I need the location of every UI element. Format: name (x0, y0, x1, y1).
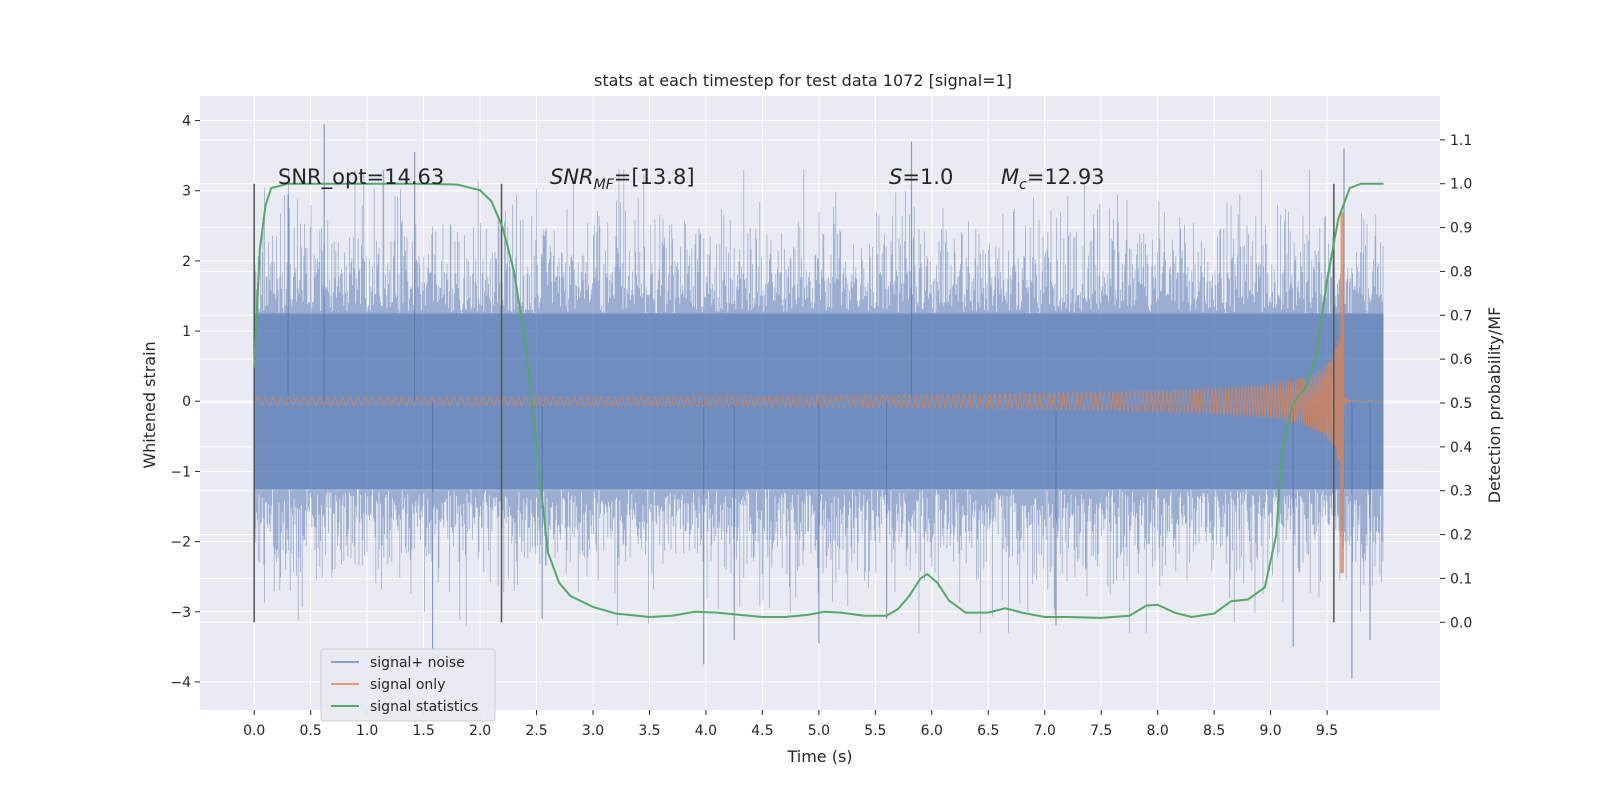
signal-waveform (253, 211, 1384, 574)
annotations: SNR_opt=14.63 SNRMF=[13.8] S=1.0 Mc=12.9… (278, 165, 1105, 193)
x-tick-label: 5.0 (808, 723, 830, 739)
annotation-s-value: =1.0 (902, 165, 953, 189)
y2-tick-label: 1.0 (1450, 177, 1472, 193)
legend-item-signal-statistics: signal statistics (331, 699, 478, 715)
x-tick-label: 7.0 (1034, 723, 1056, 739)
y2-axis-label: Detection probability/MF (1485, 307, 1504, 504)
annotation-s-symbol: S (889, 165, 902, 189)
y2-tick-label: 1.1 (1450, 133, 1472, 149)
y-tick-label: 2 (182, 254, 191, 270)
annotation-mc-value: =12.93 (1027, 165, 1105, 189)
annotation-snr-mf: SNRMF=[13.8] (550, 165, 695, 193)
y2-tick-label: 0.1 (1450, 571, 1472, 587)
noise-peaks (287, 124, 1371, 679)
legend-label-signal-noise: signal+ noise (370, 655, 465, 671)
y2-tick-label: 0.8 (1450, 264, 1472, 280)
x-tick-label: 9.0 (1259, 723, 1281, 739)
annotation-snr-opt: SNR_opt=14.63 (278, 165, 444, 190)
x-tick-label: 3.0 (582, 723, 604, 739)
y2-axis-ticks: 1.1 1.0 0.9 0.8 0.7 0.6 0.5 0.4 0.3 0.2 0.1 0.0 (1440, 133, 1472, 631)
y-axis-ticks: 4 3 2 1 0 −1 −2 −3 −4 (170, 114, 200, 691)
x-tick-label: 4.5 (751, 723, 773, 739)
y2-tick-label: 0.3 (1450, 484, 1472, 500)
y-tick-label: −4 (170, 675, 191, 691)
legend-label-signal-statistics: signal statistics (370, 699, 478, 715)
y-tick-label: 0 (182, 394, 191, 410)
x-tick-label: 4.0 (695, 723, 717, 739)
annotation-mc: Mc=12.93 (1001, 165, 1105, 193)
x-tick-label: 6.0 (921, 723, 943, 739)
y-tick-label: 4 (182, 114, 191, 130)
y2-tick-label: 0.2 (1450, 528, 1472, 544)
x-tick-label: 8.5 (1203, 723, 1225, 739)
annotation-mc-symbol: M (1001, 165, 1019, 189)
series-signal-statistics (253, 182, 1384, 619)
y2-tick-label: 0.9 (1450, 221, 1472, 237)
legend-item-signal-noise: signal+ noise (331, 655, 465, 671)
y-tick-label: −2 (170, 535, 191, 551)
y2-tick-label: 0.0 (1450, 615, 1472, 631)
series-signal-only (253, 211, 1384, 574)
y-tick-label: −1 (170, 464, 191, 480)
x-tick-label: 0.5 (300, 723, 322, 739)
series-signal-noise (253, 124, 1384, 679)
y2-tick-label: 0.4 (1450, 440, 1472, 456)
x-tick-label: 2.0 (469, 723, 491, 739)
x-tick-label: 7.5 (1090, 723, 1112, 739)
y2-tick-label: 0.6 (1450, 352, 1472, 368)
annotation-s: S=1.0 (889, 165, 953, 189)
x-tick-label: 9.5 (1316, 723, 1338, 739)
vertical-markers (253, 183, 1335, 623)
y2-tick-label: 0.7 (1450, 308, 1472, 324)
x-tick-label: 5.5 (864, 723, 886, 739)
y-tick-label: −3 (170, 605, 191, 621)
annotation-snr-mf-symbol: SNR (550, 165, 594, 189)
annotation-snr-mf-subscript: MF (594, 177, 615, 193)
x-tick-label: 2.5 (525, 723, 547, 739)
x-tick-label: 6.5 (977, 723, 999, 739)
legend: signal+ noise signal only signal statist… (320, 648, 496, 722)
annotation-mc-subscript: c (1019, 177, 1027, 193)
annotation-snr-mf-value: =[13.8] (614, 165, 695, 189)
x-tick-label: 1.0 (356, 723, 378, 739)
x-tick-label: 3.5 (638, 723, 660, 739)
y-axis-label: Whitened strain (140, 341, 159, 468)
x-tick-label: 1.5 (412, 723, 434, 739)
legend-item-signal-only: signal only (331, 677, 445, 693)
chart-title: stats at each timestep for test data 107… (594, 71, 1012, 90)
x-tick-label: 8.0 (1147, 723, 1169, 739)
y-tick-label: 1 (182, 324, 191, 340)
legend-label-signal-only: signal only (370, 677, 445, 693)
x-axis-ticks: 0.0 0.5 1.0 1.5 2.0 2.5 3.0 3.5 4.0 4.5 5.0 5.5 6.0 6… (243, 710, 1338, 739)
x-axis-label: Time (s) (786, 747, 852, 766)
y-tick-label: 3 (182, 184, 191, 200)
legend-box (320, 648, 496, 722)
x-tick-label: 0.0 (243, 723, 265, 739)
y2-tick-label: 0.5 (1450, 396, 1472, 412)
